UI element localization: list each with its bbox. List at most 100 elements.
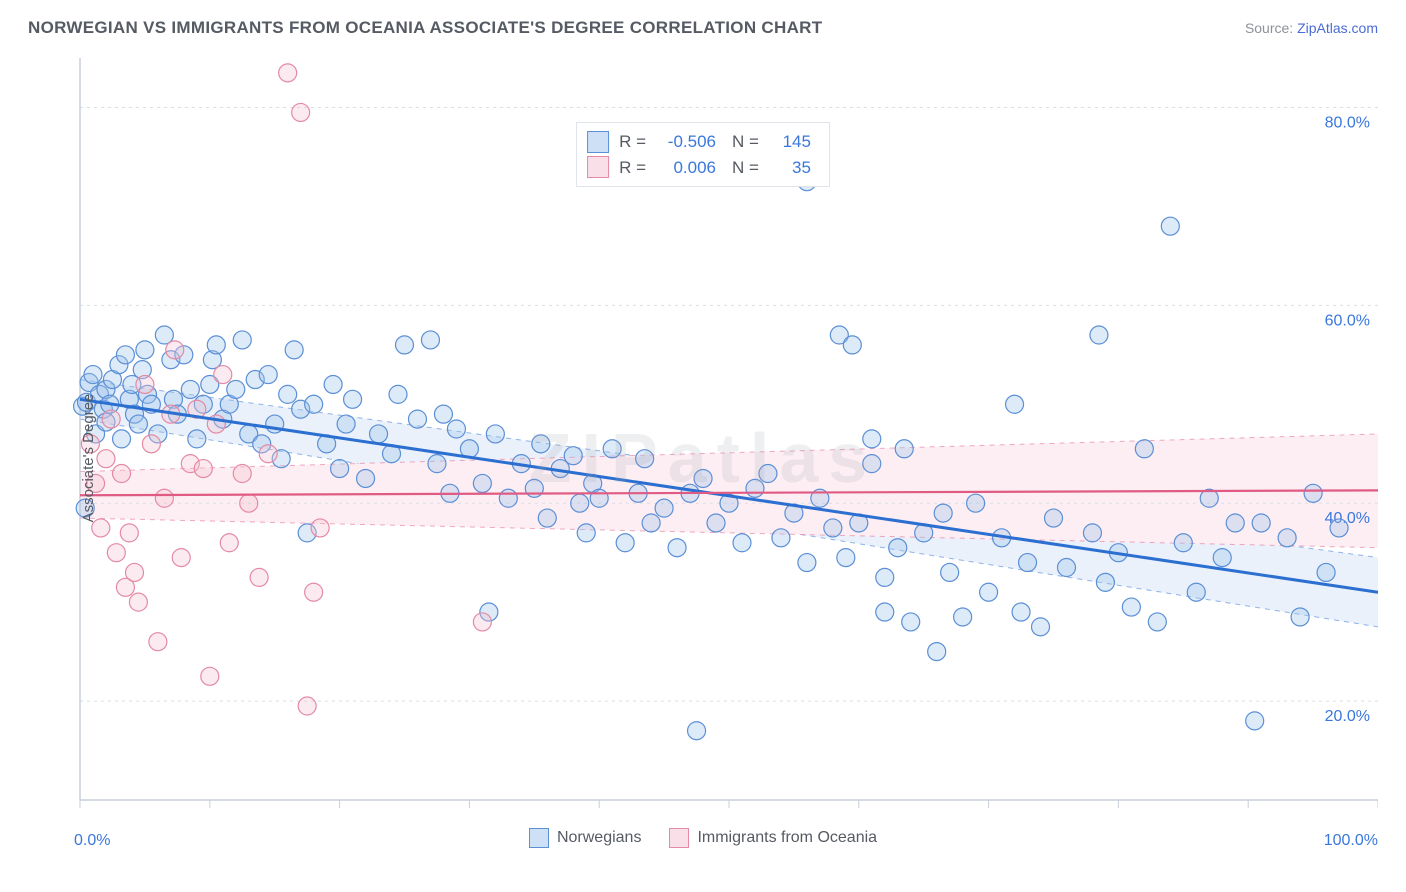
point-norwegians [954,608,972,626]
point-norwegians [1057,559,1075,577]
point-norwegians [1032,618,1050,636]
point-oceania [298,697,316,715]
point-norwegians [532,435,550,453]
point-norwegians [233,331,251,349]
point-oceania [292,103,310,121]
point-norwegians [707,514,725,532]
point-norwegians [1012,603,1030,621]
point-norwegians [941,563,959,581]
point-oceania [149,633,167,651]
point-oceania [473,613,491,631]
point-norwegians [668,539,686,557]
point-norwegians [1161,217,1179,235]
point-norwegians [1278,529,1296,547]
point-norwegians [447,420,465,438]
legend-item-norwegians: Norwegians [529,828,641,848]
legend-swatch [587,156,609,178]
point-norwegians [1135,440,1153,458]
point-norwegians [934,504,952,522]
point-norwegians [746,479,764,497]
point-norwegians [824,519,842,537]
y-tick-label: 80.0% [1325,114,1370,131]
point-oceania [129,593,147,611]
point-norwegians [1246,712,1264,730]
point-norwegians [129,415,147,433]
point-norwegians [1252,514,1270,532]
point-norwegians [259,366,277,384]
point-norwegians [324,375,342,393]
source-link[interactable]: ZipAtlas.com [1297,20,1378,36]
point-norwegians [655,499,673,517]
point-norwegians [564,447,582,465]
legend-label: Norwegians [557,829,641,847]
point-norwegians [227,380,245,398]
point-norwegians [590,489,608,507]
y-tick-label: 60.0% [1325,312,1370,329]
stat-n-label: N = [732,155,759,181]
point-norwegians [688,722,706,740]
point-norwegians [1090,326,1108,344]
point-norwegians [207,336,225,354]
point-norwegians [434,405,452,423]
point-norwegians [863,430,881,448]
point-norwegians [967,494,985,512]
point-norwegians [389,385,407,403]
point-norwegians [1187,583,1205,601]
stat-r-value: -0.506 [656,129,722,155]
point-norwegians [486,425,504,443]
point-norwegians [733,534,751,552]
point-norwegians [694,469,712,487]
point-oceania [172,549,190,567]
legend-swatch [669,828,689,848]
point-norwegians [344,390,362,408]
point-oceania [220,534,238,552]
point-oceania [97,450,115,468]
point-norwegians [357,469,375,487]
point-norwegians [1096,573,1114,591]
point-norwegians [863,455,881,473]
chart-title: NORWEGIAN VS IMMIGRANTS FROM OCEANIA ASS… [28,18,822,38]
y-axis-label: Associate's Degree [80,394,97,523]
point-norwegians [396,336,414,354]
stats-row-norwegians: R = -0.506 N = 145 [587,129,817,155]
stat-n-label: N = [732,129,759,155]
legend-swatch [529,828,549,848]
point-norwegians [499,489,517,507]
point-norwegians [980,583,998,601]
point-norwegians [113,430,131,448]
point-norwegians [188,430,206,448]
point-norwegians [1317,563,1335,581]
point-norwegians [285,341,303,359]
point-oceania [155,489,173,507]
point-norwegians [636,450,654,468]
point-norwegians [876,603,894,621]
stat-r-label: R = [619,129,646,155]
point-norwegians [616,534,634,552]
point-oceania [201,667,219,685]
point-norwegians [902,613,920,631]
point-norwegians [337,415,355,433]
stat-n-value: 145 [769,129,817,155]
point-oceania [311,519,329,537]
point-oceania [240,494,258,512]
point-oceania [107,544,125,562]
point-oceania [126,563,144,581]
point-oceania [259,445,277,463]
point-oceania [166,341,184,359]
point-norwegians [843,336,861,354]
stat-n-value: 35 [769,155,817,181]
point-oceania [279,64,297,82]
point-oceania [142,435,160,453]
point-norwegians [421,331,439,349]
point-oceania [102,410,120,428]
point-norwegians [181,380,199,398]
point-norwegians [928,643,946,661]
point-norwegians [772,529,790,547]
legend-item-oceania: Immigrants from Oceania [669,828,877,848]
point-norwegians [1304,484,1322,502]
point-norwegians [1045,509,1063,527]
point-norwegians [1330,519,1348,537]
point-oceania [214,366,232,384]
point-norwegians [1213,549,1231,567]
point-norwegians [876,568,894,586]
